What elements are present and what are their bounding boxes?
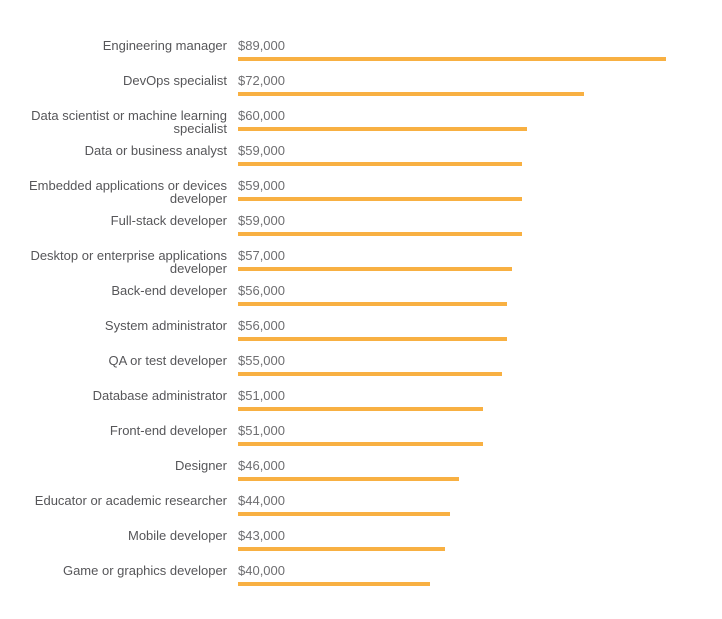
category-label: Game or graphics developer (62, 563, 227, 578)
chart-row: Desktop or enterprise applications devel… (20, 249, 722, 284)
bar (238, 442, 483, 446)
category-label: System administrator (104, 318, 227, 333)
chart-row: Data or business analyst $59,000 (20, 144, 722, 179)
value-label: $72,000 (238, 73, 285, 88)
bar (238, 337, 507, 341)
bar (238, 232, 522, 236)
value-label: $59,000 (238, 178, 285, 193)
value-label: $51,000 (238, 388, 285, 403)
chart-row: Embedded applications or devices develop… (20, 179, 722, 214)
category-label: Data or business analyst (84, 143, 227, 158)
bar-cell: $72,000 (238, 74, 584, 96)
category-label: Data scientist or machine learning speci… (31, 108, 227, 136)
bar (238, 197, 522, 201)
bar-cell: $51,000 (238, 389, 483, 411)
chart-row: System administrator $56,000 (20, 319, 722, 354)
category-label: Database administrator (92, 388, 227, 403)
value-label: $51,000 (238, 423, 285, 438)
bar (238, 372, 502, 376)
category-label: Front-end developer (109, 423, 227, 438)
bar (238, 512, 450, 516)
chart-row: Designer $46,000 (20, 459, 722, 494)
category-label: Engineering manager (102, 38, 227, 53)
chart-row: DevOps specialist $72,000 (20, 74, 722, 109)
category-label: Mobile developer (127, 528, 227, 543)
bar-cell: $51,000 (238, 424, 483, 446)
chart-row: Educator or academic researcher $44,000 (20, 494, 722, 529)
category-label: Full-stack developer (110, 213, 227, 228)
category-label: Educator or academic researcher (34, 493, 227, 508)
chart-row: Game or graphics developer $40,000 (20, 564, 722, 599)
category-label: Desktop or enterprise applications devel… (30, 248, 227, 276)
bar-cell: $56,000 (238, 284, 507, 306)
bar (238, 267, 512, 271)
bar-cell: $44,000 (238, 494, 450, 516)
bar-cell: $59,000 (238, 179, 522, 201)
value-label: $40,000 (238, 563, 285, 578)
value-label: $89,000 (238, 38, 285, 53)
bar (238, 302, 507, 306)
category-label: Embedded applications or devices develop… (28, 178, 227, 206)
chart-row: QA or test developer $55,000 (20, 354, 722, 389)
bar-cell: $59,000 (238, 144, 522, 166)
value-label: $59,000 (238, 143, 285, 158)
bar-cell: $59,000 (238, 214, 522, 236)
bar-cell: $57,000 (238, 249, 512, 271)
bar (238, 127, 527, 131)
value-label: $44,000 (238, 493, 285, 508)
bar-cell: $60,000 (238, 109, 527, 131)
bar (238, 92, 584, 96)
bar (238, 57, 666, 61)
chart-row: Full-stack developer $59,000 (20, 214, 722, 249)
bar-cell: $56,000 (238, 319, 507, 341)
value-label: $60,000 (238, 108, 285, 123)
value-label: $57,000 (238, 248, 285, 263)
value-label: $46,000 (238, 458, 285, 473)
value-label: $59,000 (238, 213, 285, 228)
category-label: Back-end developer (111, 283, 227, 298)
bar (238, 162, 522, 166)
chart-row: Back-end developer $56,000 (20, 284, 722, 319)
chart-row: Front-end developer $51,000 (20, 424, 722, 459)
value-label: $43,000 (238, 528, 285, 543)
bar-cell: $46,000 (238, 459, 459, 481)
value-label: $56,000 (238, 283, 285, 298)
bar (238, 582, 430, 586)
category-label: DevOps specialist (122, 73, 227, 88)
bar-cell: $55,000 (238, 354, 502, 376)
bar-cell: $40,000 (238, 564, 430, 586)
bar-cell: $89,000 (238, 39, 666, 61)
chart-row: Data scientist or machine learning speci… (20, 109, 722, 144)
chart-row: Engineering manager $89,000 (20, 39, 722, 74)
category-label: QA or test developer (108, 353, 227, 368)
bar (238, 477, 459, 481)
salary-bar-chart: Engineering manager $89,000 DevOps speci… (20, 39, 722, 599)
chart-row: Mobile developer $43,000 (20, 529, 722, 564)
value-label: $56,000 (238, 318, 285, 333)
bar-cell: $43,000 (238, 529, 445, 551)
category-label: Designer (174, 458, 227, 473)
bar (238, 407, 483, 411)
value-label: $55,000 (238, 353, 285, 368)
bar (238, 547, 445, 551)
chart-row: Database administrator $51,000 (20, 389, 722, 424)
